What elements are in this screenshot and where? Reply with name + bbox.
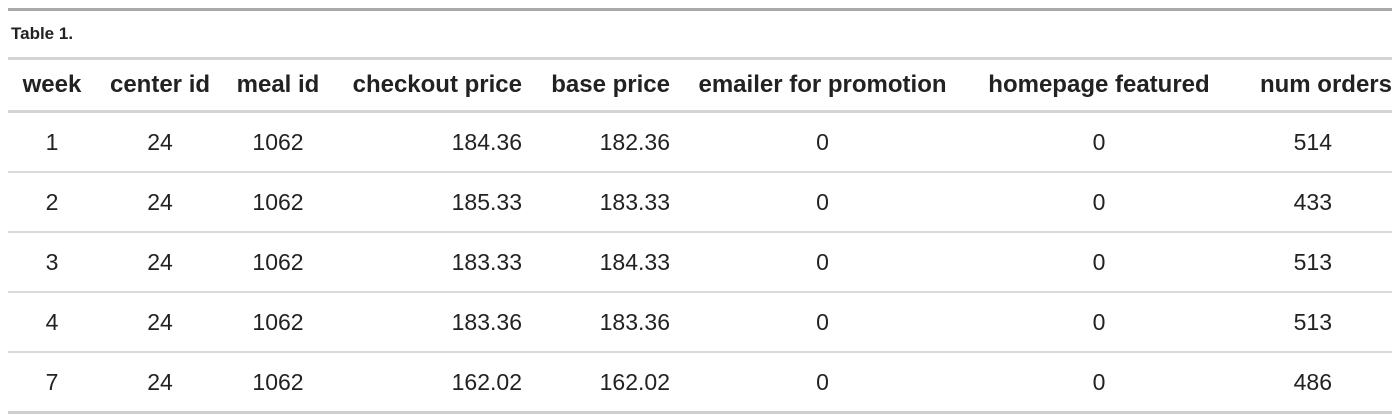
cell-checkout-price: 185.33 (332, 172, 522, 233)
table-row: 1 24 1062 184.36 182.36 0 0 514 (8, 111, 1392, 173)
column-header-checkout-price: checkout price (332, 60, 522, 113)
cell-meal-id: 1062 (224, 111, 332, 173)
cell-checkout-price: 162.02 (332, 352, 522, 414)
column-header-base-price: base price (522, 60, 670, 113)
cell-homepage-featured: 0 (975, 232, 1223, 293)
cell-meal-id: 1062 (224, 232, 332, 293)
cell-checkout-price: 183.36 (332, 292, 522, 353)
column-header-meal-id: meal id (224, 60, 332, 113)
cell-meal-id: 1062 (224, 352, 332, 414)
cell-num-orders: 513 (1223, 292, 1392, 353)
data-table: week center id meal id checkout price ba… (8, 60, 1392, 414)
cell-num-orders: 433 (1223, 172, 1392, 233)
cell-homepage-featured: 0 (975, 111, 1223, 173)
table-row: 3 24 1062 183.33 184.33 0 0 513 (8, 232, 1392, 293)
cell-center-id: 24 (96, 111, 224, 173)
cell-center-id: 24 (96, 232, 224, 293)
cell-emailer-for-promotion: 0 (670, 292, 975, 353)
cell-week: 4 (8, 292, 96, 353)
cell-meal-id: 1062 (224, 292, 332, 353)
table-row: 2 24 1062 185.33 183.33 0 0 433 (8, 172, 1392, 233)
cell-week: 1 (8, 111, 96, 173)
cell-num-orders: 513 (1223, 232, 1392, 293)
cell-week: 3 (8, 232, 96, 293)
table-row: 7 24 1062 162.02 162.02 0 0 486 (8, 352, 1392, 414)
cell-emailer-for-promotion: 0 (670, 172, 975, 233)
cell-homepage-featured: 0 (975, 352, 1223, 414)
column-header-week: week (8, 60, 96, 113)
column-header-homepage-featured: homepage featured (975, 60, 1223, 113)
cell-center-id: 24 (96, 292, 224, 353)
cell-emailer-for-promotion: 0 (670, 352, 975, 414)
top-rule (8, 8, 1392, 11)
cell-num-orders: 486 (1223, 352, 1392, 414)
cell-checkout-price: 183.33 (332, 232, 522, 293)
column-header-num-orders: num orders (1223, 60, 1392, 113)
cell-base-price: 184.33 (522, 232, 670, 293)
cell-base-price: 182.36 (522, 111, 670, 173)
cell-week: 7 (8, 352, 96, 414)
cell-week: 2 (8, 172, 96, 233)
table-caption: Table 1. (11, 24, 74, 43)
cell-checkout-price: 184.36 (332, 111, 522, 173)
cell-homepage-featured: 0 (975, 172, 1223, 233)
cell-center-id: 24 (96, 352, 224, 414)
caption-rule (8, 57, 1392, 60)
cell-emailer-for-promotion: 0 (670, 232, 975, 293)
header-row: week center id meal id checkout price ba… (8, 60, 1392, 113)
cell-base-price: 183.33 (522, 172, 670, 233)
cell-emailer-for-promotion: 0 (670, 111, 975, 173)
table-row: 4 24 1062 183.36 183.36 0 0 513 (8, 292, 1392, 353)
cell-meal-id: 1062 (224, 172, 332, 233)
column-header-emailer-for-promotion: emailer for promotion (670, 60, 975, 113)
cell-homepage-featured: 0 (975, 292, 1223, 353)
column-header-center-id: center id (96, 60, 224, 113)
cell-center-id: 24 (96, 172, 224, 233)
cell-base-price: 162.02 (522, 352, 670, 414)
data-table-container: Table 1. week center id meal id checkout… (8, 8, 1392, 414)
cell-base-price: 183.36 (522, 292, 670, 353)
cell-num-orders: 514 (1223, 111, 1392, 173)
